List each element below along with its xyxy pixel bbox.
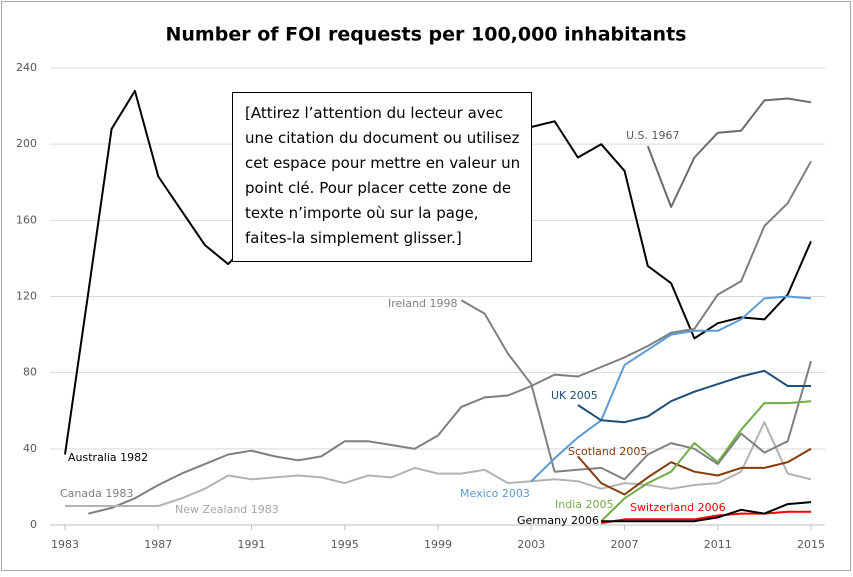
- series-line: [601, 501, 812, 523]
- x-tick-label: 2011: [704, 538, 732, 551]
- series-label: U.S. 1967: [626, 129, 680, 142]
- series-label: Canada 1983: [60, 487, 133, 500]
- x-tick-label: 1987: [144, 538, 172, 551]
- series-label: Germany 2006: [517, 514, 599, 527]
- series-label: Switzerland 2006: [630, 501, 726, 514]
- y-tick-label: 200: [16, 137, 37, 150]
- x-tick-label: 1995: [331, 538, 359, 551]
- series-line: [65, 421, 812, 507]
- annotation-line: faites-la simplement glisser.]: [245, 229, 462, 247]
- x-tick-label: 1999: [424, 538, 452, 551]
- annotation-line: point clé. Pour placer cette zone de: [245, 179, 512, 197]
- annotation-box: [Attirez l’attention du lecteur avec une …: [232, 92, 532, 262]
- series-line: [530, 295, 812, 482]
- y-tick-label: 240: [16, 61, 37, 74]
- y-tick-label: 40: [23, 442, 37, 455]
- series-line: [577, 369, 811, 424]
- annotation-line: une citation du document ou utilisez: [245, 129, 520, 147]
- y-tick-label: 80: [23, 366, 37, 379]
- series-line: [601, 510, 811, 525]
- series-line: [88, 160, 812, 515]
- series-label: Mexico 2003: [460, 487, 530, 500]
- series-line: [646, 97, 812, 208]
- series-label: Ireland 1998: [388, 297, 458, 310]
- chart-title: Number of FOI requests per 100,000 inhab…: [166, 24, 687, 46]
- annotation-line: cet espace pour mettre en valeur un: [245, 154, 521, 172]
- annotation-line: texte n’importe où sur la page,: [245, 204, 479, 222]
- x-tick-label: 1983: [51, 538, 79, 551]
- series-label: Australia 1982: [68, 451, 148, 464]
- series-line: [600, 400, 812, 522]
- y-tick-label: 0: [30, 518, 37, 531]
- series-label: New Zealand 1983: [175, 503, 279, 516]
- series-line: [460, 299, 812, 481]
- x-tick-label: 2007: [611, 538, 639, 551]
- series-label: Scotland 2005: [568, 445, 647, 458]
- x-tick-label: 1991: [238, 538, 266, 551]
- series-line: [577, 447, 812, 496]
- x-tick-label: 2003: [517, 538, 545, 551]
- series-label: UK 2005: [551, 389, 598, 402]
- annotation-line: [Attirez l’attention du lecteur avec: [245, 104, 504, 122]
- x-tick-label: 2015: [797, 538, 825, 551]
- y-tick-label: 160: [16, 213, 37, 226]
- series-label: India 2005: [555, 498, 614, 511]
- y-tick-label: 120: [16, 290, 37, 303]
